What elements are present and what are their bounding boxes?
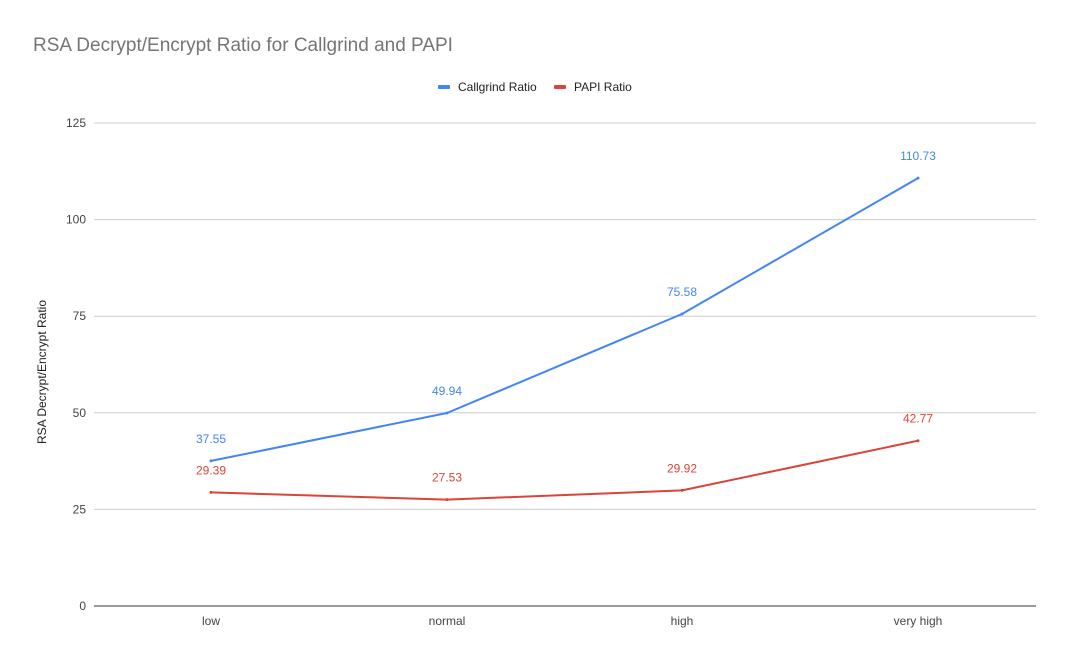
x-tick-label: low — [202, 614, 220, 628]
series-layer — [209, 176, 920, 502]
legend-swatch — [554, 85, 566, 89]
y-axis-ticks: 0 25 50 75 100 125 — [66, 116, 86, 613]
y-tick-label: 25 — [73, 502, 87, 516]
grid-lines — [94, 122, 1036, 607]
legend-label: PAPI Ratio — [574, 80, 632, 94]
legend-item: PAPI Ratio — [554, 80, 632, 94]
data-point — [445, 498, 449, 502]
data-label: 75.58 — [667, 285, 697, 299]
chart-title: RSA Decrypt/Encrypt Ratio for Callgrind … — [33, 35, 453, 56]
y-tick-label: 75 — [73, 309, 87, 323]
legend: Callgrind Ratio PAPI Ratio — [438, 80, 632, 94]
data-point — [680, 488, 684, 492]
data-label: 42.77 — [903, 412, 933, 426]
legend-swatch — [438, 85, 450, 89]
data-label: 29.92 — [667, 461, 697, 475]
y-tick-label: 100 — [66, 213, 86, 227]
data-labels: 37.55 49.94 75.58 110.73 29.39 27.53 29.92 42.7… — [196, 149, 936, 485]
y-tick-label: 0 — [79, 599, 86, 613]
data-point — [209, 459, 213, 463]
y-tick-label: 50 — [73, 406, 87, 420]
x-axis-ticks: low normal high very high — [202, 614, 942, 628]
series-line — [210, 439, 919, 501]
y-tick-label: 125 — [66, 116, 86, 130]
data-label: 110.73 — [900, 149, 936, 163]
data-point — [680, 312, 684, 316]
data-label: 49.94 — [432, 384, 462, 398]
data-point — [916, 176, 920, 180]
data-point — [445, 411, 449, 415]
x-tick-label: high — [671, 614, 694, 628]
legend-item: Callgrind Ratio — [438, 80, 537, 94]
series-line — [210, 177, 919, 462]
data-label: 37.55 — [196, 432, 226, 446]
y-axis-label: RSA Decrypt/Encrypt Ratio — [35, 300, 49, 444]
x-tick-label: normal — [429, 614, 466, 628]
data-point — [916, 439, 920, 443]
data-label: 29.39 — [196, 463, 226, 477]
data-label: 27.53 — [432, 471, 462, 485]
legend-label: Callgrind Ratio — [458, 80, 537, 94]
data-point — [209, 490, 213, 494]
x-tick-label: very high — [894, 614, 943, 628]
